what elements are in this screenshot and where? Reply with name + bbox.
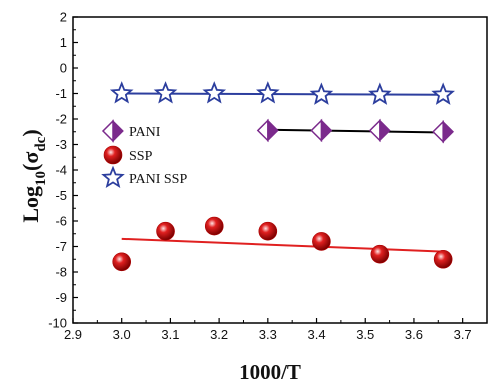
sphere-marker	[103, 145, 123, 165]
star-marker	[109, 81, 134, 104]
x-tick-label: 3.6	[405, 327, 423, 342]
sphere-marker	[370, 244, 390, 264]
star-marker	[101, 165, 125, 189]
y-tick-label: -7	[55, 239, 67, 254]
y-tick-label: -8	[55, 265, 67, 280]
x-axis-ticks: 2.9 3.0 3.1 3.2 3.3 3.4 3.5 3.6 3.7	[64, 318, 472, 342]
diamond-half-open	[101, 119, 114, 143]
fit-line	[267, 128, 444, 134]
legend-item: PANI SSP	[101, 165, 187, 189]
star-marker	[309, 82, 334, 105]
fit-lines	[121, 92, 444, 253]
y-tick-label: -1	[55, 86, 67, 101]
legend-item: SSP	[103, 145, 153, 165]
sphere-marker	[312, 232, 331, 251]
diamond-half-open	[256, 118, 269, 143]
star-marker	[431, 82, 455, 105]
y-tick-label: 1	[60, 35, 67, 50]
sphere-marker	[156, 221, 175, 241]
fit-line	[121, 92, 444, 96]
diamond-half-filled	[267, 119, 279, 142]
diamond-half-filled	[442, 120, 455, 144]
sphere-marker	[112, 252, 132, 272]
x-tick-label: 3.3	[259, 327, 277, 342]
diamond-half-open	[432, 119, 444, 144]
y-tick-label: 2	[60, 10, 67, 25]
plot-frame	[72, 16, 488, 324]
star-marker	[256, 81, 280, 104]
x-tick-label: 3.5	[356, 327, 374, 342]
y-tick-label: 0	[60, 61, 67, 76]
y-tick-label: -6	[55, 214, 67, 229]
diamond-half-filled	[320, 119, 333, 142]
x-tick-label: 3.1	[161, 327, 179, 342]
star-marker	[202, 81, 227, 104]
x-tick-label: 3.2	[210, 327, 228, 342]
diamond-marker	[101, 119, 124, 143]
diamond-half-open	[310, 118, 323, 143]
data-points	[109, 81, 455, 272]
y-tick-label: -10	[48, 316, 67, 331]
legend-label: PANI	[129, 125, 161, 140]
diamond-marker	[368, 118, 391, 143]
sphere-marker	[258, 221, 278, 241]
diamond-marker	[432, 119, 455, 144]
diamond-half-open	[368, 118, 381, 143]
diamond-marker	[310, 118, 333, 143]
diamond-half-filled	[112, 119, 124, 143]
y-tick-label: -3	[55, 137, 67, 152]
y-tick-label: -9	[55, 290, 67, 305]
diamond-marker	[256, 118, 279, 143]
diamond-half-filled	[379, 119, 391, 142]
legend-item: PANI	[101, 119, 161, 143]
y-axis-title: Log10(σdc)	[18, 129, 49, 222]
x-tick-label: 3.0	[113, 327, 131, 342]
legend-label: PANI SSP	[129, 172, 187, 187]
fit-line	[121, 237, 444, 253]
legend-label: SSP	[129, 149, 153, 164]
x-tick-label: 3.4	[307, 327, 325, 342]
y-tick-label: -4	[55, 163, 67, 178]
y-tick-label: -2	[55, 112, 67, 127]
x-axis-title: 1000/T	[239, 360, 301, 384]
x-tick-label: 2.9	[64, 327, 82, 342]
y-tick-label: -5	[55, 188, 67, 203]
star-marker	[368, 82, 392, 105]
sphere-marker	[204, 216, 224, 236]
star-marker	[153, 81, 178, 104]
x-tick-label: 3.7	[454, 327, 472, 342]
sphere-marker	[433, 249, 453, 269]
legend: PANI SSP PANI SSP	[101, 119, 187, 189]
